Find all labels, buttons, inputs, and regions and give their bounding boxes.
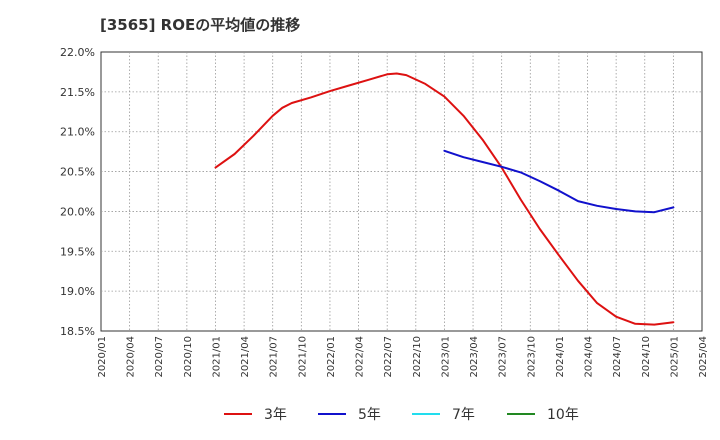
- legend-label: 5年: [358, 407, 381, 423]
- x-tick-label: 2020/04: [126, 336, 137, 378]
- legend-label: 7年: [452, 407, 475, 423]
- x-tick-label: 2020/01: [97, 336, 108, 378]
- chart-title: [3565] ROEの平均値の推移: [100, 16, 301, 34]
- legend: 3年 5年 7年 10年: [224, 407, 579, 423]
- legend-label: 10年: [547, 407, 579, 423]
- y-tick-label: 20.0%: [60, 205, 95, 218]
- x-tick-label: 2021/04: [240, 336, 251, 378]
- plot-background: [100, 51, 703, 332]
- series-line: [214, 72, 675, 326]
- x-tick-label: 2025/04: [698, 336, 709, 378]
- x-tick-label: 2020/10: [183, 336, 194, 378]
- y-tick-label: 19.0%: [60, 285, 95, 298]
- y-tick-label: 22.0%: [60, 46, 95, 59]
- x-tick-label: 2020/07: [154, 336, 165, 378]
- grid-layer: [101, 52, 702, 331]
- legend-label: 3年: [264, 407, 287, 423]
- y-tick-label: 21.0%: [60, 126, 95, 139]
- y-tick-label: 20.5%: [60, 166, 95, 179]
- x-tick-label: 2023/01: [440, 336, 451, 378]
- x-tick-label: 2022/01: [326, 336, 337, 378]
- series-layer: [214, 72, 675, 326]
- x-tick-label: 2022/07: [383, 336, 394, 378]
- x-tick-label: 2023/07: [498, 336, 509, 378]
- x-tick-label: 2024/01: [555, 336, 566, 378]
- series-line: [443, 149, 675, 214]
- x-tick-label: 2021/07: [269, 336, 280, 378]
- x-tick-label: 2023/10: [526, 336, 537, 378]
- x-tick-label: 2024/10: [641, 336, 652, 378]
- y-axis: 18.5% 19.0% 19.5% 20.0% 20.5% 21.0% 21.5% 22.0%: [60, 46, 95, 338]
- x-tick-label: 2023/04: [469, 336, 480, 378]
- x-tick-label: 2024/04: [584, 336, 595, 378]
- x-tick-label: 2021/01: [211, 336, 222, 378]
- x-tick-label: 2025/01: [669, 336, 680, 378]
- x-axis: 2020/01 2020/04 2020/07 2020/10 2021/01 2021/…: [97, 336, 709, 378]
- y-tick-label: 21.5%: [60, 86, 95, 99]
- y-tick-label: 19.5%: [60, 245, 95, 258]
- y-tick-label: 18.5%: [60, 325, 95, 338]
- x-tick-label: 2024/07: [612, 336, 623, 378]
- x-tick-label: 2022/10: [412, 336, 423, 378]
- x-tick-label: 2022/04: [355, 336, 366, 378]
- x-tick-label: 2021/10: [297, 336, 308, 378]
